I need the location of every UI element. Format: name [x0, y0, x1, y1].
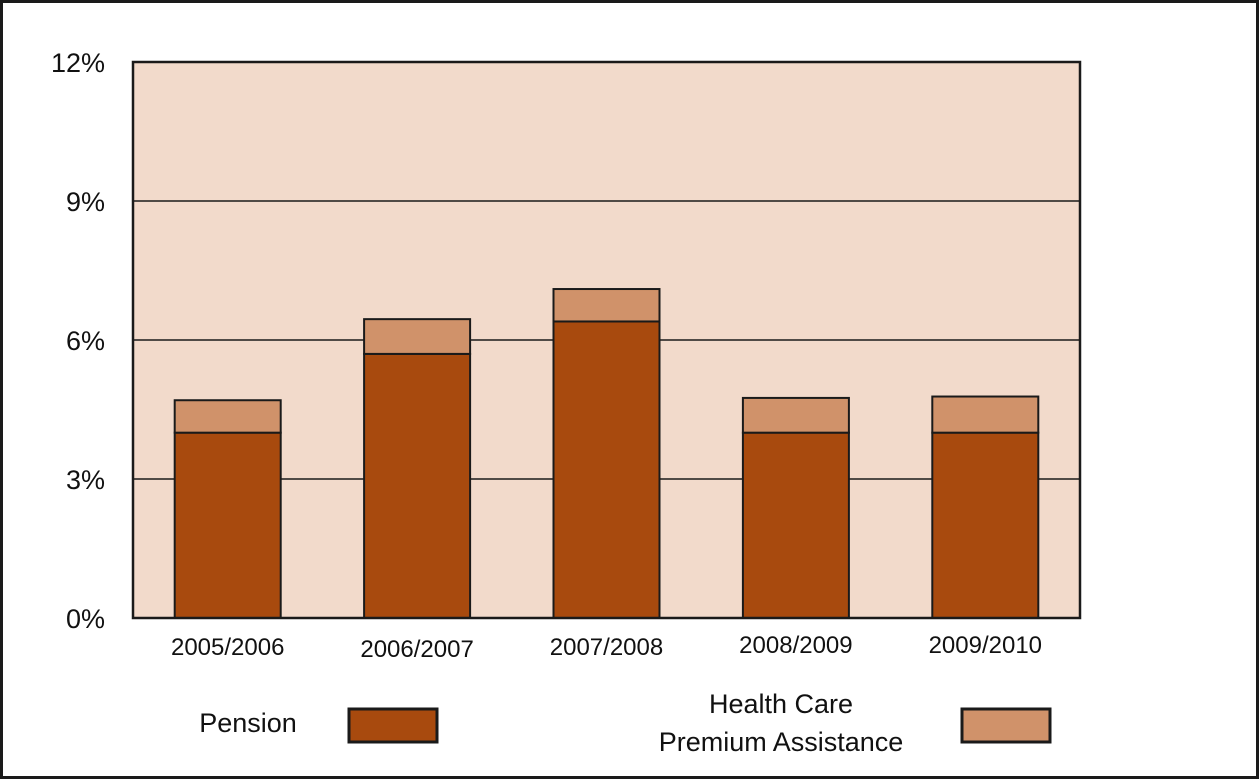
plot-frame: [131, 60, 1082, 620]
bar-pension: [552, 320, 661, 619]
y-tick-label: 3%: [66, 465, 105, 495]
legend-swatch: [960, 707, 1052, 744]
legend-item: Pension: [199, 707, 439, 744]
y-axis-ticks: 0% 3% 6% 9% 12%: [51, 48, 105, 634]
bar-health-care-premium-assistance: [741, 396, 850, 434]
y-tick-label: 6%: [66, 326, 105, 356]
y-tick-label: 0%: [66, 604, 105, 634]
bar-pension: [173, 431, 282, 619]
x-tick-label: 2006/2007: [360, 636, 473, 663]
legend-swatch: [347, 707, 439, 744]
legend: Pension Health Care Premium Assistance: [199, 689, 1052, 757]
x-tick-label: 2008/2009: [739, 632, 852, 659]
x-tick-label: 2009/2010: [929, 632, 1042, 659]
legend-label: Pension: [199, 708, 297, 738]
plot-border: [131, 60, 1082, 620]
bar-health-care-premium-assistance: [552, 288, 661, 323]
bar-health-care-premium-assistance: [931, 395, 1040, 434]
legend-label: Premium Assistance: [659, 727, 904, 757]
legend-item: Health Care Premium Assistance: [659, 689, 1052, 757]
bar-pension: [931, 431, 1040, 619]
x-tick-label: 2007/2008: [550, 634, 663, 661]
bar-pension: [363, 352, 472, 619]
x-tick-label: 2005/2006: [171, 634, 284, 661]
x-axis-ticks: 2005/2006 2006/2007 2007/2008 2008/2009 2009…: [171, 632, 1042, 663]
stacked-bar-chart: 0%3%6%9%12% 2005/2006 2006/2007 2007/2008 2…: [51, 48, 1082, 757]
bar-pension: [741, 431, 850, 619]
legend-label: Health Care: [709, 689, 853, 719]
y-tick-label: 9%: [66, 187, 105, 217]
bar-health-care-premium-assistance: [363, 318, 472, 355]
bar-health-care-premium-assistance: [173, 399, 282, 434]
y-tick-label: 12%: [51, 48, 105, 78]
bars: [173, 288, 1040, 619]
